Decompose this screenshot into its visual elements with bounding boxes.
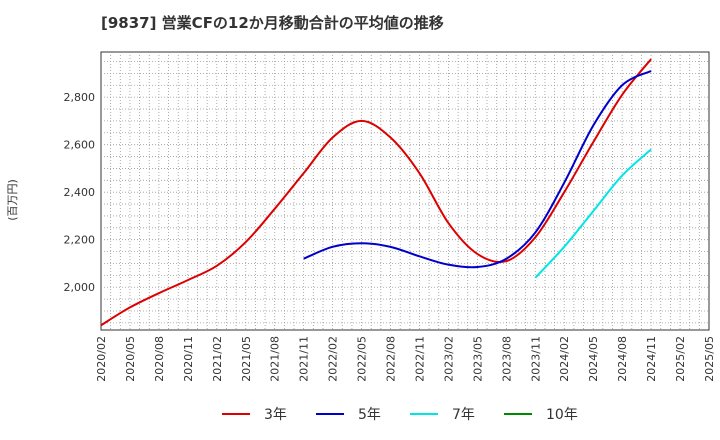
y-tick-label: 2,800 xyxy=(64,91,96,104)
x-tick-label: 2023/08 xyxy=(500,336,513,382)
x-tick-label: 2022/02 xyxy=(327,336,340,382)
x-tick-label: 2022/05 xyxy=(356,336,369,382)
x-tick-label: 2021/11 xyxy=(298,336,311,382)
x-tick-label: 2022/08 xyxy=(385,336,398,382)
series-line-5年 xyxy=(303,70,652,269)
y-tick-label: 2,600 xyxy=(64,139,96,152)
series-line-3年 xyxy=(100,58,652,327)
x-tick-label: 2024/02 xyxy=(558,336,571,382)
x-tick-label: 2020/05 xyxy=(124,336,137,382)
x-tick-label: 2023/11 xyxy=(529,336,542,382)
series-lines xyxy=(100,58,652,327)
y-axis-label: (百万円) xyxy=(6,179,19,221)
y-tick-label: 2,400 xyxy=(64,186,96,199)
legend-label: 10年 xyxy=(546,407,578,423)
x-tick-label: 2020/02 xyxy=(95,336,108,382)
y-axis-ticks: 2,000 2,200 2,400 2,600 2,800 xyxy=(64,91,96,294)
x-tick-label: 2025/05 xyxy=(703,336,716,382)
x-tick-label: 2020/11 xyxy=(182,336,195,382)
x-tick-label: 2021/02 xyxy=(211,336,224,382)
x-tick-label: 2021/05 xyxy=(240,336,253,382)
x-tick-label: 2021/08 xyxy=(269,336,282,382)
legend-label: 7年 xyxy=(452,407,475,423)
x-tick-label: 2020/08 xyxy=(153,336,166,382)
x-tick-label: 2025/02 xyxy=(674,336,687,382)
grid-lines xyxy=(101,52,709,330)
plot-area xyxy=(100,51,710,331)
x-tick-label: 2022/11 xyxy=(413,336,426,382)
x-tick-label: 2024/11 xyxy=(645,336,658,382)
legend-label: 5年 xyxy=(358,407,381,423)
x-tick-label: 2023/05 xyxy=(471,336,484,382)
chart-title: [9837] 営業CFの12か月移動合計の平均値の推移 xyxy=(101,14,444,32)
x-tick-label: 2023/02 xyxy=(442,336,455,382)
y-tick-label: 2,000 xyxy=(64,281,96,294)
x-axis-ticks: 2020/02 2020/05 2020/08 2020/11 2021/02 2021/… xyxy=(95,336,716,382)
y-tick-label: 2,200 xyxy=(64,234,96,247)
legend: 3年 5年 7年 10年 xyxy=(222,407,578,423)
series-line-7年 xyxy=(534,148,652,279)
x-tick-label: 2024/05 xyxy=(587,336,600,382)
x-tick-label: 2024/08 xyxy=(616,336,629,382)
legend-label: 3年 xyxy=(264,407,287,423)
